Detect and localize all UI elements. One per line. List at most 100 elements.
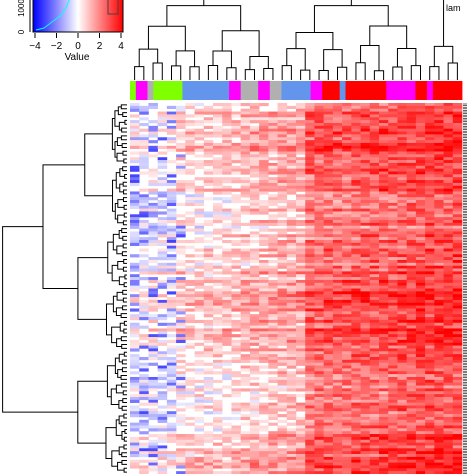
heatmap-cell — [305, 382, 315, 386]
heatmap-cell — [194, 319, 205, 324]
heatmap-cell — [406, 211, 417, 215]
heatmap-cell — [176, 291, 186, 295]
heatmap-cell — [388, 314, 398, 318]
heatmap-cell — [130, 462, 140, 466]
heatmap-cell — [369, 428, 380, 432]
heatmap-cell — [360, 257, 371, 261]
heatmap-cell — [139, 239, 149, 244]
heatmap-cell — [194, 137, 205, 141]
heatmap-cell — [360, 454, 371, 458]
heatmap-cell — [360, 374, 371, 378]
heatmap-cell — [148, 462, 158, 466]
heatmap-cell — [222, 103, 232, 107]
heatmap-cell — [406, 265, 417, 269]
heatmap-cell — [231, 234, 241, 238]
heatmap-cell — [434, 422, 444, 426]
heatmap-cell — [259, 311, 269, 315]
heatmap-cell — [443, 257, 454, 261]
heatmap-cell — [130, 371, 140, 375]
heatmap-cell — [268, 411, 278, 415]
heatmap-cell — [332, 351, 343, 355]
heatmap-cell — [388, 374, 398, 378]
heatmap-cell — [157, 257, 168, 261]
heatmap-cell — [360, 302, 371, 306]
heatmap-cell — [286, 160, 297, 164]
heatmap-cell — [360, 162, 371, 167]
heatmap-cell — [323, 431, 334, 435]
heatmap-cell — [369, 339, 380, 344]
heatmap-cell — [369, 122, 380, 127]
heatmap-cell — [194, 254, 205, 258]
heatmap-cell — [157, 191, 168, 195]
heatmap-cell — [240, 271, 251, 275]
heatmap-cell — [434, 434, 444, 438]
heatmap-cell — [305, 211, 315, 215]
heatmap-cell — [443, 359, 454, 363]
heatmap-cell — [314, 225, 324, 229]
heatmap-cell — [157, 471, 168, 474]
heatmap-cell — [415, 305, 426, 309]
heatmap-cell — [213, 160, 223, 164]
heatmap-cell — [231, 208, 241, 212]
heatmap-cell — [342, 294, 352, 298]
heatmap-cell — [425, 225, 435, 229]
heatmap-cell — [342, 145, 352, 149]
heatmap-cell — [286, 362, 297, 366]
heatmap-cell — [452, 425, 463, 429]
heatmap-cell — [176, 271, 186, 275]
heatmap-cell — [452, 368, 463, 372]
heatmap-cell — [139, 385, 149, 389]
column-group-segment — [147, 81, 154, 100]
heatmap-cell — [176, 168, 186, 172]
heatmap-cell — [388, 220, 398, 224]
heatmap-cell — [369, 459, 380, 463]
row-dendrogram-branch — [118, 276, 125, 286]
heatmap-cell — [342, 339, 352, 344]
heatmap-cell — [351, 328, 361, 332]
heatmap-cell — [130, 322, 140, 326]
heatmap-cell — [379, 445, 389, 449]
heatmap-cell — [360, 451, 371, 455]
row-dendrogram-branch — [123, 413, 127, 419]
heatmap-cell — [360, 334, 371, 338]
heatmap-cell — [342, 422, 352, 426]
column-dendrogram-branch — [318, 70, 329, 80]
heatmap-cell — [452, 154, 463, 158]
heatmap-cell — [452, 180, 463, 184]
heatmap-cell — [425, 177, 435, 181]
heatmap-cell — [305, 422, 315, 426]
heatmap-cell — [323, 174, 334, 178]
heatmap-cell — [240, 422, 251, 426]
heatmap-cell — [277, 177, 288, 181]
heatmap-cell — [185, 160, 195, 164]
heatmap-cell — [452, 271, 463, 275]
heatmap-cell — [130, 282, 140, 286]
heatmap-cell — [277, 228, 288, 232]
heatmap-cell — [185, 151, 195, 155]
column-group-segment — [432, 81, 463, 100]
heatmap-cell — [231, 374, 241, 378]
heatmap-cell — [259, 419, 269, 423]
heatmap-cell — [240, 368, 251, 372]
heatmap-cell — [157, 265, 168, 269]
heatmap-cell — [388, 282, 398, 286]
heatmap-cell — [268, 202, 278, 207]
heatmap-cell — [434, 288, 444, 292]
heatmap-cell — [406, 445, 417, 449]
heatmap-cell — [148, 259, 158, 264]
row-dendrogram-branch — [122, 220, 127, 226]
heatmap-cell — [443, 436, 454, 441]
heatmap-cell — [259, 308, 269, 312]
heatmap-cell — [194, 162, 205, 167]
heatmap-cell — [342, 374, 352, 378]
heatmap-cell — [434, 414, 444, 418]
heatmap-cell — [157, 376, 168, 381]
heatmap-cell — [286, 171, 297, 175]
row-dendrogram-branch — [121, 251, 127, 257]
heatmap-cell — [314, 396, 324, 401]
heatmap-cell — [406, 171, 417, 175]
heatmap-cell — [452, 285, 463, 289]
heatmap-cell — [203, 268, 214, 272]
heatmap-cell — [323, 359, 334, 363]
heatmap-cell — [415, 154, 426, 158]
